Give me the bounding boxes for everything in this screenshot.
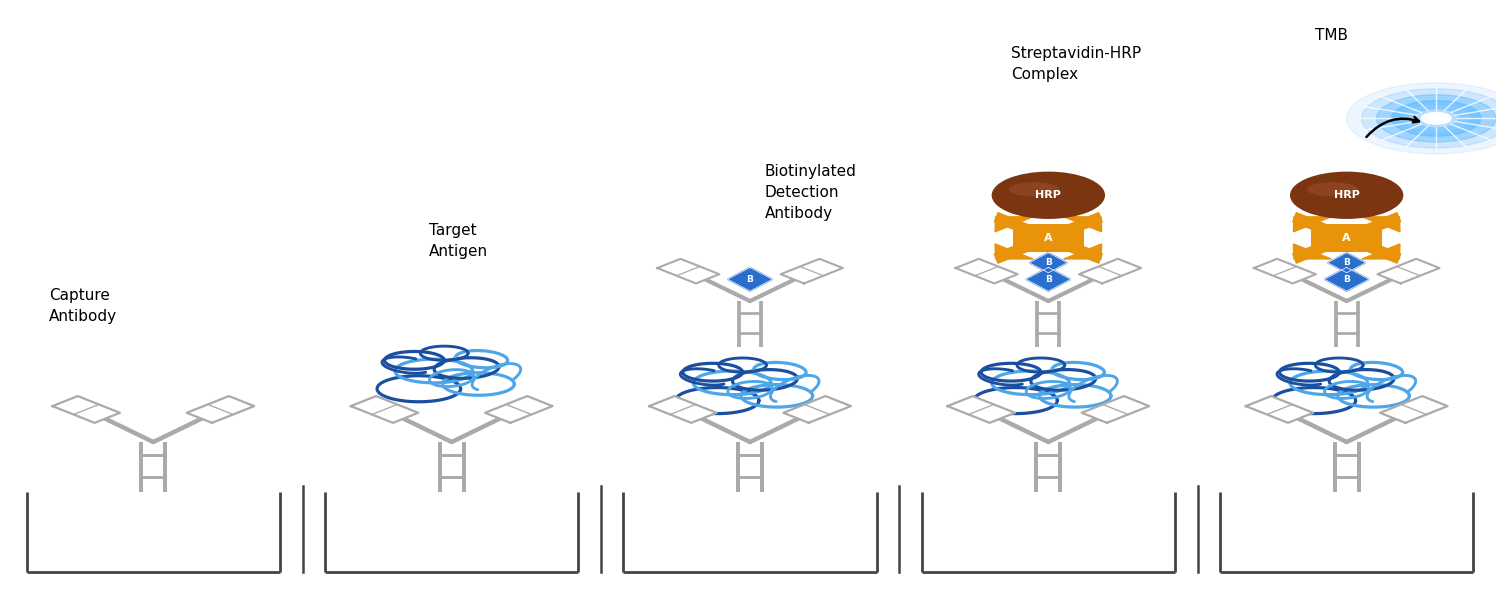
Polygon shape	[484, 396, 552, 423]
Polygon shape	[780, 259, 843, 283]
Text: Streptavidin-HRP
Complex: Streptavidin-HRP Complex	[1011, 46, 1142, 82]
Circle shape	[1416, 110, 1456, 127]
Polygon shape	[351, 396, 418, 423]
Text: B: B	[1046, 275, 1052, 284]
Polygon shape	[186, 396, 254, 423]
Circle shape	[1428, 115, 1443, 121]
Text: TMB: TMB	[1316, 28, 1348, 43]
Polygon shape	[1064, 217, 1101, 232]
Text: A: A	[1044, 233, 1053, 243]
Polygon shape	[1293, 244, 1332, 259]
Polygon shape	[650, 396, 717, 423]
Circle shape	[1420, 112, 1450, 124]
Text: B: B	[1342, 275, 1350, 284]
Polygon shape	[994, 244, 1033, 259]
Polygon shape	[1328, 253, 1365, 273]
Circle shape	[1377, 95, 1496, 142]
Text: B: B	[747, 275, 753, 284]
Text: HRP: HRP	[1334, 190, 1359, 200]
FancyBboxPatch shape	[1311, 224, 1383, 252]
FancyBboxPatch shape	[1013, 224, 1084, 252]
Polygon shape	[1254, 259, 1316, 283]
Polygon shape	[1026, 268, 1071, 291]
Polygon shape	[1064, 244, 1101, 259]
Text: Target
Antigen: Target Antigen	[429, 223, 489, 259]
Polygon shape	[1324, 268, 1370, 291]
Polygon shape	[1362, 244, 1400, 259]
Ellipse shape	[992, 172, 1106, 219]
Polygon shape	[1029, 253, 1068, 273]
Polygon shape	[1246, 396, 1314, 423]
Polygon shape	[1082, 396, 1149, 423]
Polygon shape	[1293, 217, 1332, 232]
Polygon shape	[657, 259, 720, 283]
Ellipse shape	[1306, 182, 1358, 196]
Circle shape	[1404, 106, 1468, 131]
Polygon shape	[956, 259, 1017, 283]
Polygon shape	[783, 396, 850, 423]
Ellipse shape	[1290, 172, 1404, 219]
Text: Capture
Antibody: Capture Antibody	[50, 288, 117, 324]
Text: HRP: HRP	[1035, 190, 1062, 200]
Polygon shape	[1078, 259, 1142, 283]
Polygon shape	[1377, 259, 1440, 283]
Circle shape	[1347, 83, 1500, 154]
Polygon shape	[1380, 396, 1448, 423]
Polygon shape	[1362, 217, 1400, 232]
Ellipse shape	[1008, 182, 1059, 196]
Circle shape	[1362, 89, 1500, 148]
Text: B: B	[1046, 258, 1052, 267]
Text: B: B	[1342, 258, 1350, 267]
Polygon shape	[728, 268, 772, 291]
Circle shape	[1392, 101, 1480, 136]
Text: Biotinylated
Detection
Antibody: Biotinylated Detection Antibody	[765, 164, 856, 221]
Polygon shape	[53, 396, 120, 423]
Polygon shape	[948, 396, 1016, 423]
Text: A: A	[1342, 233, 1352, 243]
Polygon shape	[994, 217, 1033, 232]
